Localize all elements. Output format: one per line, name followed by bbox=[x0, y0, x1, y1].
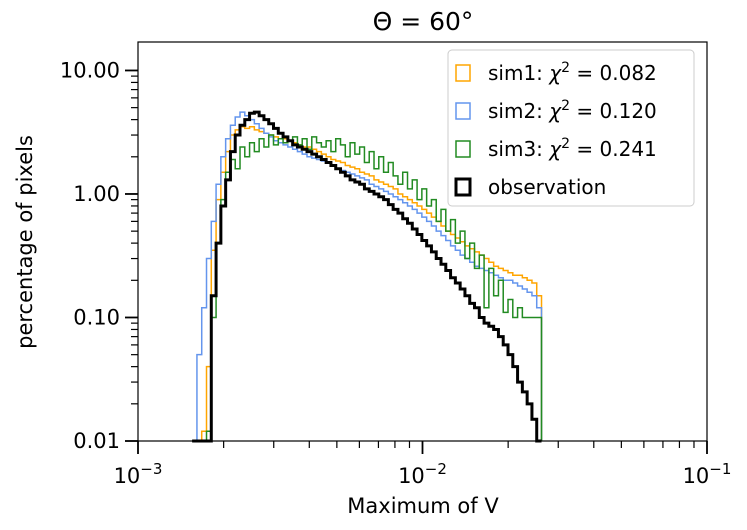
x-axis-label: Maximum of V bbox=[347, 494, 499, 518]
legend-entry-label: sim3: χ2 = 0.241 bbox=[488, 136, 657, 161]
series-observation-line bbox=[192, 110, 542, 443]
x-tick-label: 10−2 bbox=[398, 460, 447, 488]
x-tick-label: 10−1 bbox=[683, 460, 732, 488]
legend-swatch bbox=[455, 140, 471, 158]
legend-swatch bbox=[455, 64, 471, 82]
legend-entry-label: sim2: χ2 = 0.120 bbox=[488, 98, 657, 123]
series-sim3-line bbox=[192, 134, 543, 442]
legend-entry-label: sim1: χ2 = 0.082 bbox=[488, 60, 657, 85]
y-axis-label: percentage of pixels bbox=[13, 135, 37, 349]
y-tick-label: 0.10 bbox=[73, 305, 120, 329]
plot-area: 10−3 10−2 10−1 10.00 1.00 0.10 0.01 bbox=[60, 41, 732, 488]
legend-swatch bbox=[454, 177, 472, 197]
y-tick-label: 0.01 bbox=[73, 429, 120, 453]
legend-box bbox=[447, 49, 695, 207]
y-tick-label: 10.00 bbox=[60, 58, 120, 82]
legend-entry-label: observation bbox=[488, 175, 606, 199]
chart-title: Θ = 60° bbox=[373, 7, 474, 36]
y-tick-label: 1.00 bbox=[73, 182, 120, 206]
legend: sim1: χ2 = 0.082 sim2: χ2 = 0.120 sim3: χ2… bbox=[447, 49, 695, 207]
x-tick-label: 10−3 bbox=[114, 460, 163, 488]
legend-swatch bbox=[455, 102, 471, 120]
